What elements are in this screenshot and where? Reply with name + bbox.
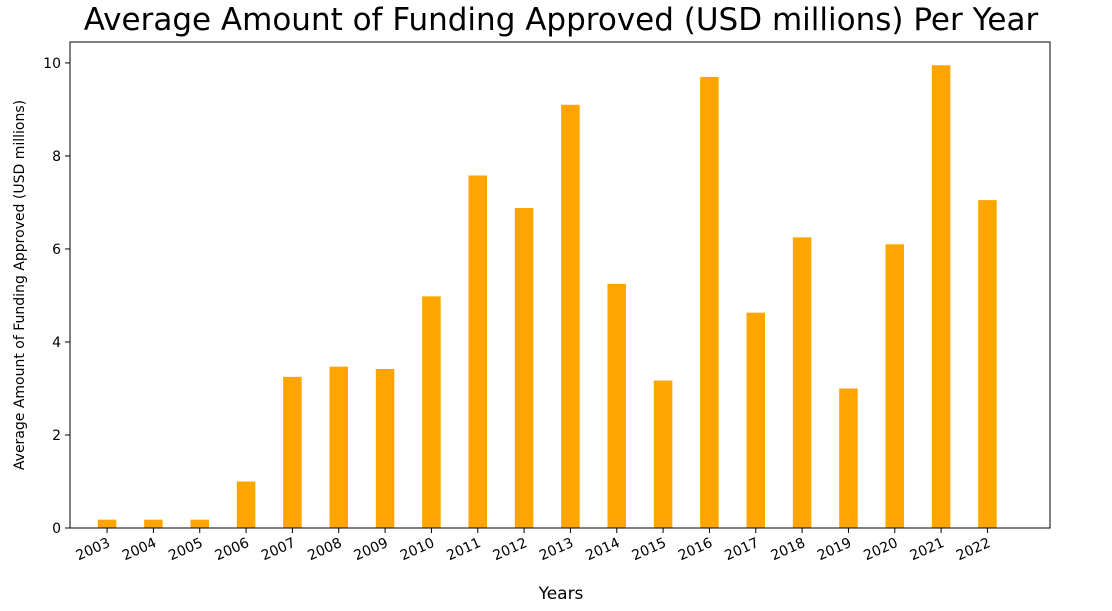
x-tick-label-2006: 2006 xyxy=(213,535,252,564)
bars-group xyxy=(97,65,997,529)
y-tick-label: 0 xyxy=(52,521,61,537)
x-tick-label-2010: 2010 xyxy=(398,535,437,564)
x-tick-label-2009: 2009 xyxy=(352,535,391,564)
x-tick-label-2015: 2015 xyxy=(630,535,669,564)
y-axis-ticks: 0 2 4 6 8 10 xyxy=(43,56,70,537)
bar-2009 xyxy=(375,368,395,528)
x-tick-label-2018: 2018 xyxy=(769,535,808,564)
x-tick-label-2020: 2020 xyxy=(861,535,900,564)
bar-2006 xyxy=(236,481,256,528)
x-tick-label-2007: 2007 xyxy=(259,535,298,564)
bar-2017 xyxy=(746,312,766,528)
x-tick-label-2004: 2004 xyxy=(120,535,159,564)
plot-area-frame xyxy=(69,41,1051,529)
bar-2013 xyxy=(561,104,580,528)
bar-2008 xyxy=(329,366,349,528)
y-tick-label: 2 xyxy=(52,428,61,444)
x-tick-label-2013: 2013 xyxy=(537,535,576,564)
x-tick-label-2016: 2016 xyxy=(676,535,715,564)
bar-2021 xyxy=(931,65,951,528)
x-tick-label-2011: 2011 xyxy=(444,535,483,564)
bar-2005 xyxy=(190,519,209,528)
bar-2010 xyxy=(422,296,441,528)
bar-2014 xyxy=(607,283,627,528)
x-tick-label-2019: 2019 xyxy=(815,535,854,564)
bar-2004 xyxy=(144,519,163,528)
x-tick-label-2008: 2008 xyxy=(305,535,344,564)
bar-2015 xyxy=(653,380,673,528)
y-tick-label: 4 xyxy=(52,335,61,351)
chart-title: Average Amount of Funding Approved (USD … xyxy=(84,2,1039,38)
bar-2020 xyxy=(885,244,905,528)
y-axis-label: Average Amount of Funding Approved (USD … xyxy=(12,100,28,470)
bar-2019 xyxy=(839,388,858,528)
y-tick-label: 8 xyxy=(52,149,61,165)
bar-2016 xyxy=(700,76,719,528)
x-tick-label-2021: 2021 xyxy=(908,535,947,564)
x-axis-label: Years xyxy=(538,584,584,604)
x-axis-ticks: 2003 2004 2005 2006 2007 2008 2009 2010 2011 2012… xyxy=(74,528,993,564)
x-tick-label-2012: 2012 xyxy=(491,535,530,564)
bar-2012 xyxy=(514,208,534,528)
x-tick-label-2014: 2014 xyxy=(583,535,622,564)
x-tick-label-2005: 2005 xyxy=(166,535,205,564)
bar-2011 xyxy=(468,175,488,529)
bar-2022 xyxy=(978,200,997,528)
x-tick-label-2003: 2003 xyxy=(74,535,113,564)
y-tick-label: 10 xyxy=(43,56,61,72)
x-tick-label-2017: 2017 xyxy=(722,535,761,564)
bar-2018 xyxy=(792,237,812,528)
bar-2007 xyxy=(283,376,302,528)
bar-2003 xyxy=(97,519,117,528)
y-tick-label: 6 xyxy=(52,242,61,258)
x-tick-label-2022: 2022 xyxy=(954,535,993,564)
